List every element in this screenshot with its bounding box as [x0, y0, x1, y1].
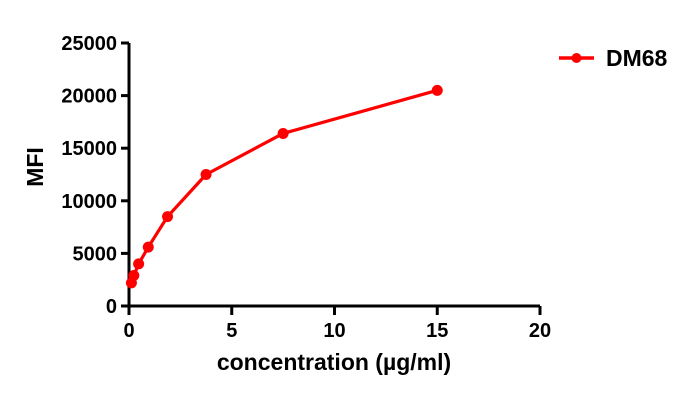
data-point-marker — [133, 258, 145, 270]
x-tick-label: 10 — [323, 320, 345, 342]
tick-labels-layer: 0 5000 10000 15000 20000 25000 0 5 10 15 20 — [61, 33, 551, 342]
y-axis-title: MFI — [22, 147, 48, 187]
x-tick-label: 5 — [226, 320, 237, 342]
series-layer — [125, 84, 443, 289]
ticks-layer — [121, 41, 542, 315]
legend-marker-dot-icon — [571, 53, 582, 63]
axes-layer — [127, 43, 540, 308]
x-tick-label: 0 — [123, 320, 134, 342]
legend-label: DM68 — [606, 45, 668, 71]
y-tick-label: 15000 — [61, 138, 117, 160]
data-point-marker — [162, 211, 174, 223]
data-point-marker — [142, 241, 154, 253]
y-tick-label: 5000 — [73, 243, 118, 265]
y-tick-label: 10000 — [61, 191, 117, 213]
data-point-marker — [277, 127, 289, 139]
series-line — [129, 88, 439, 285]
axis-lines — [127, 43, 540, 308]
legend: DM68 — [559, 45, 668, 71]
x-tick-label: 15 — [426, 320, 448, 342]
data-point-marker — [200, 169, 212, 180]
y-tick-label: 20000 — [61, 86, 117, 108]
data-point-marker — [128, 269, 140, 281]
x-axis-title: concentration (µg/ml) — [217, 349, 451, 375]
y-tick-label: 25000 — [61, 33, 117, 55]
data-point-marker — [431, 84, 443, 96]
y-tick-label: 0 — [106, 296, 117, 318]
x-tick-label: 20 — [529, 320, 551, 342]
